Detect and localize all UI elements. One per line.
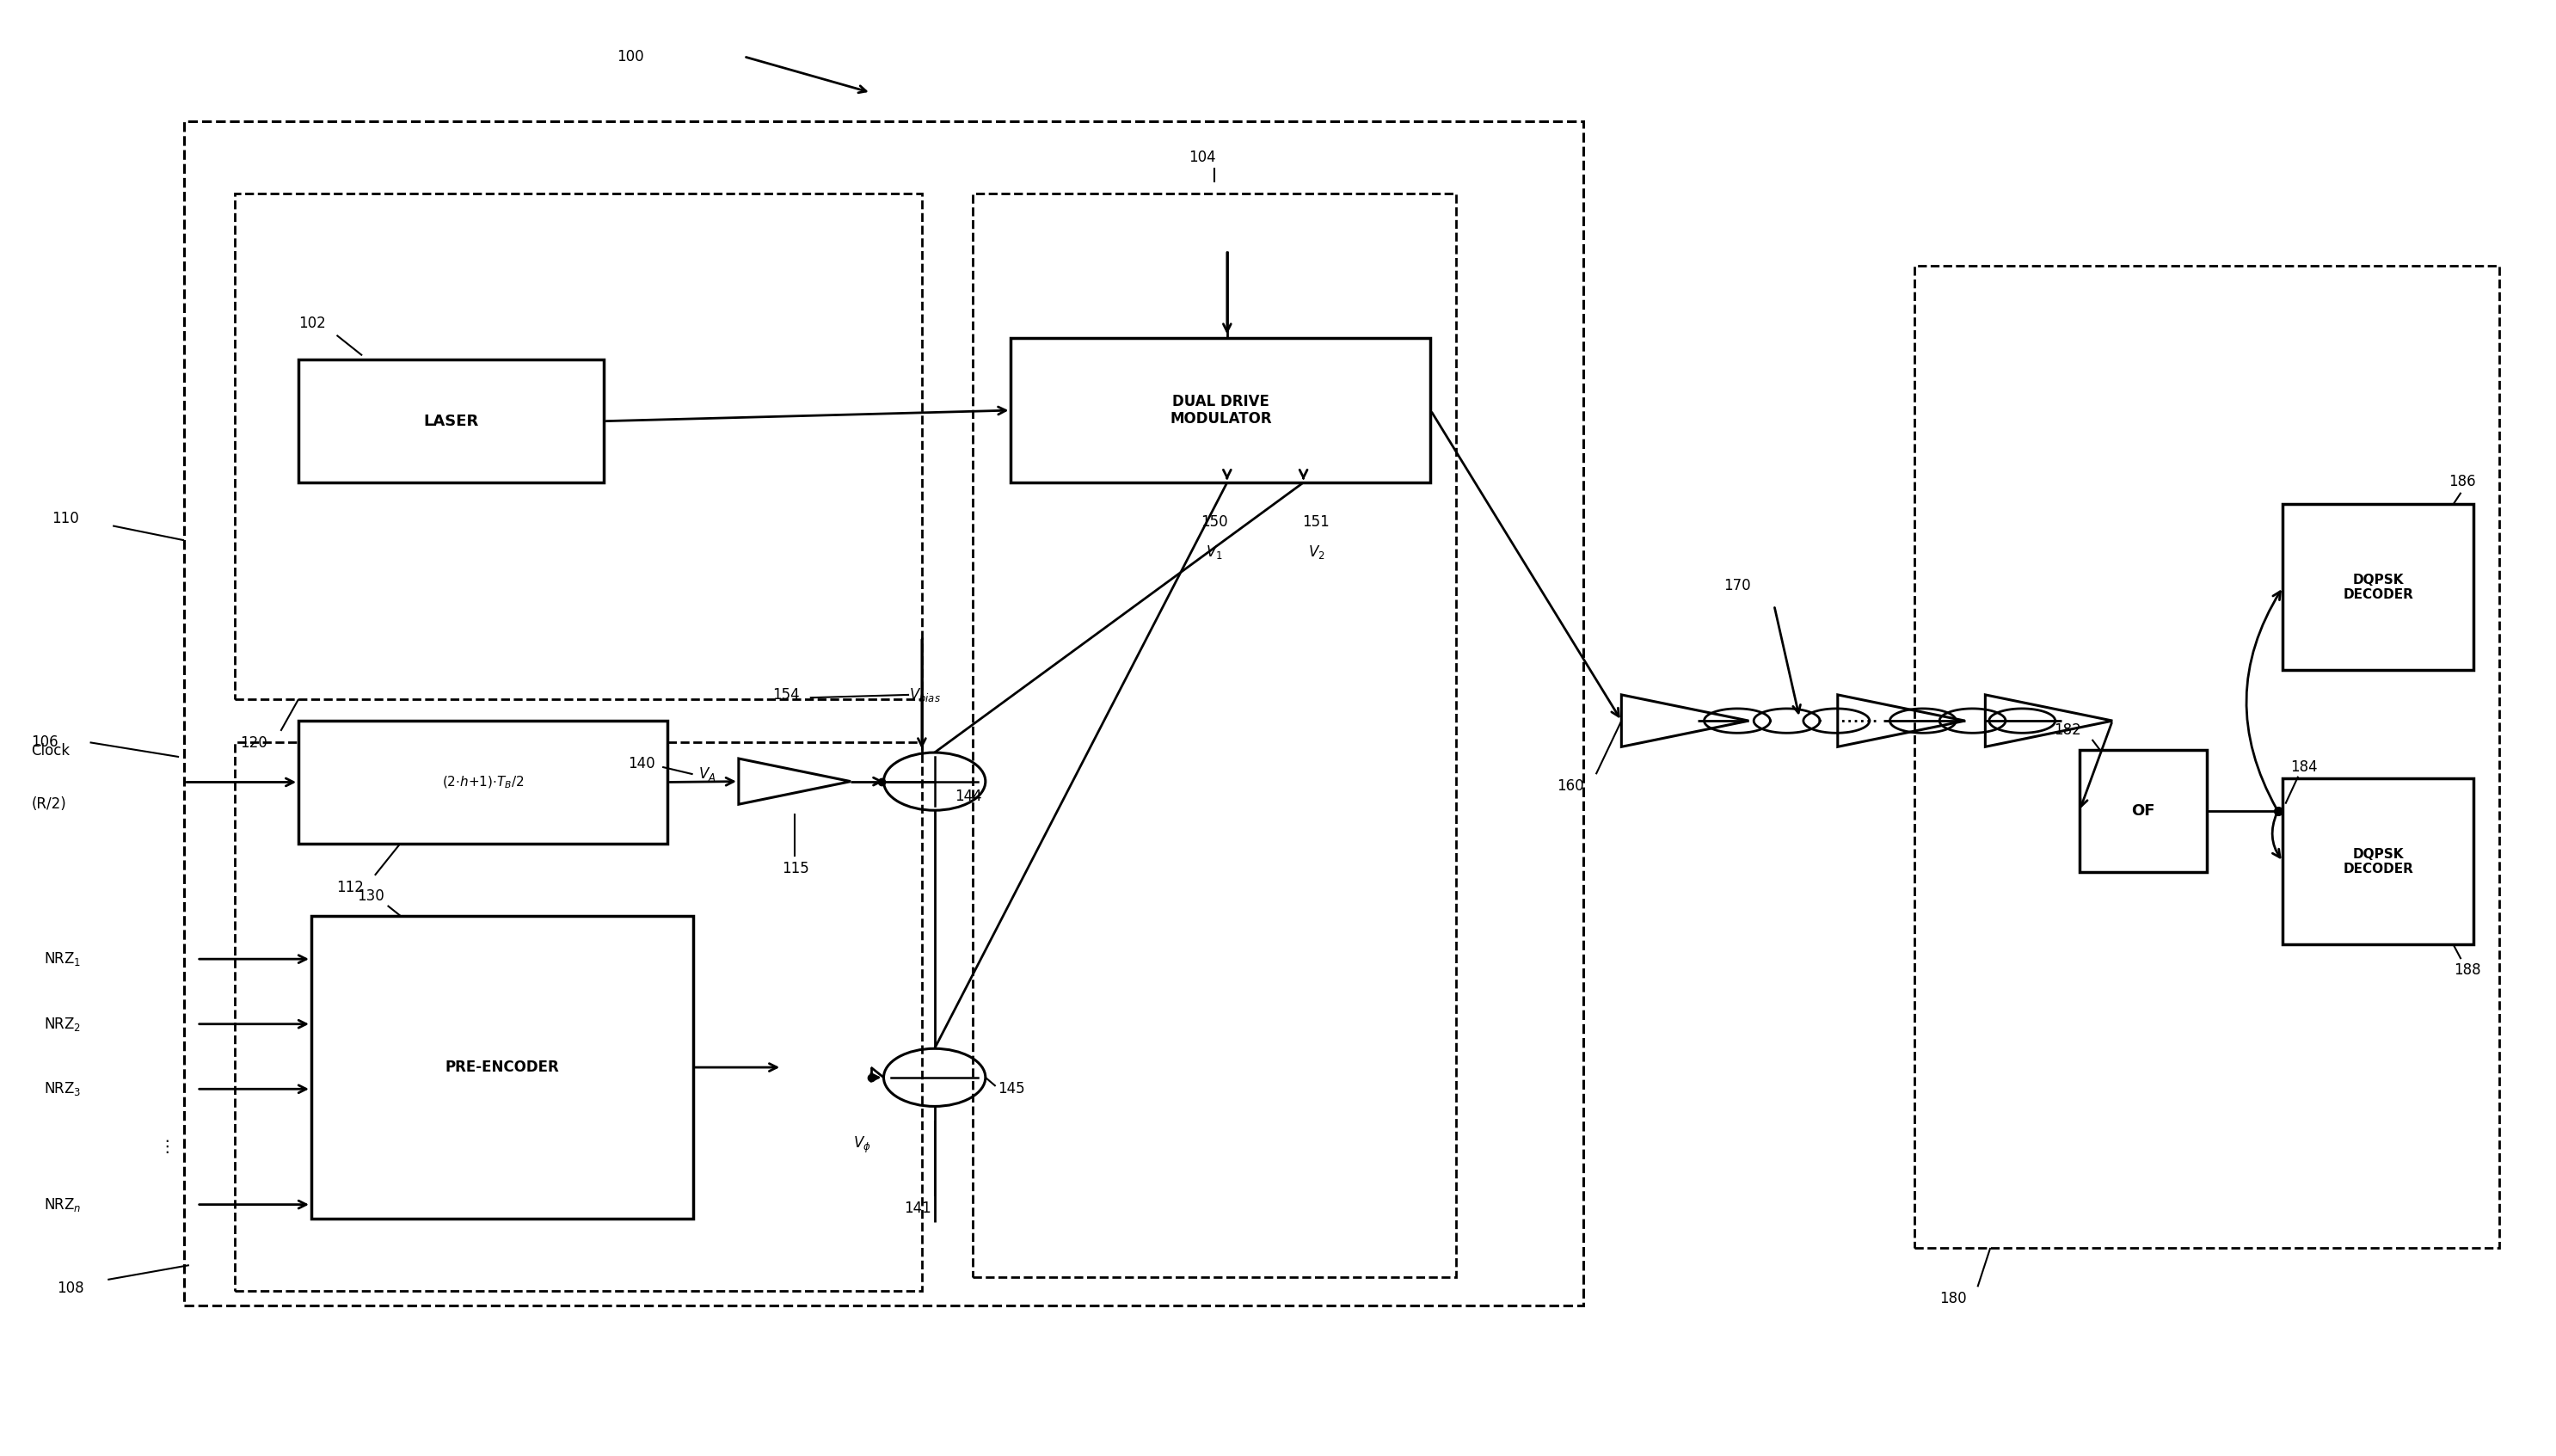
- Bar: [1010, 338, 1431, 482]
- Text: 145: 145: [999, 1082, 1025, 1096]
- Bar: [299, 721, 667, 843]
- Text: 106: 106: [31, 735, 59, 750]
- Text: 151: 151: [1304, 514, 1329, 530]
- Text: DQPSK
DECODER: DQPSK DECODER: [2344, 574, 2413, 601]
- Text: 140: 140: [629, 756, 654, 772]
- Text: 102: 102: [299, 316, 325, 331]
- Text: 115: 115: [782, 860, 810, 877]
- Text: $V_{bias}$: $V_{bias}$: [910, 686, 941, 703]
- Text: 144: 144: [956, 789, 982, 804]
- Text: 150: 150: [1201, 514, 1227, 530]
- Text: 120: 120: [240, 735, 268, 751]
- Text: LASER: LASER: [424, 414, 478, 430]
- Text: 160: 160: [1557, 779, 1585, 794]
- Text: $V_\phi$: $V_\phi$: [854, 1136, 872, 1155]
- Bar: [2283, 779, 2474, 945]
- Text: 188: 188: [2454, 962, 2479, 977]
- Bar: [184, 121, 1582, 1306]
- Text: NRZ$_n$: NRZ$_n$: [43, 1195, 82, 1213]
- Text: 100: 100: [616, 48, 644, 64]
- Text: 170: 170: [1723, 578, 1751, 594]
- Text: OF: OF: [2132, 804, 2155, 818]
- Text: NRZ$_2$: NRZ$_2$: [43, 1015, 82, 1032]
- Text: PRE-ENCODER: PRE-ENCODER: [445, 1060, 560, 1075]
- Text: 186: 186: [2449, 475, 2474, 489]
- Text: $\vdots$: $\vdots$: [158, 1139, 169, 1156]
- Text: Clock: Clock: [31, 743, 69, 759]
- Text: 184: 184: [2290, 760, 2318, 775]
- Text: (R/2): (R/2): [31, 796, 66, 811]
- Bar: [2283, 504, 2474, 670]
- Text: 182: 182: [2055, 722, 2081, 738]
- Text: 110: 110: [51, 511, 79, 527]
- Text: 154: 154: [772, 687, 800, 703]
- Bar: [2081, 750, 2206, 872]
- Text: NRZ$_1$: NRZ$_1$: [43, 951, 82, 968]
- Text: 108: 108: [56, 1281, 84, 1296]
- Bar: [235, 743, 923, 1291]
- Text: 141: 141: [905, 1200, 930, 1216]
- Text: DUAL DRIVE
MODULATOR: DUAL DRIVE MODULATOR: [1171, 393, 1273, 427]
- Text: DQPSK
DECODER: DQPSK DECODER: [2344, 847, 2413, 875]
- Bar: [235, 194, 923, 699]
- Text: 112: 112: [337, 879, 363, 895]
- Text: 104: 104: [1189, 150, 1217, 165]
- Bar: [312, 916, 693, 1219]
- Text: $(2{\cdot}h{+}1){\cdot}T_B/2$: $(2{\cdot}h{+}1){\cdot}T_B/2$: [442, 775, 524, 791]
- Bar: [299, 360, 603, 482]
- Text: $V_1$: $V_1$: [1206, 543, 1222, 561]
- Text: $V_A$: $V_A$: [698, 766, 716, 783]
- Bar: [974, 194, 1457, 1277]
- Text: 180: 180: [1940, 1291, 1966, 1306]
- Bar: [1914, 266, 2500, 1248]
- Text: 130: 130: [358, 888, 383, 904]
- Text: $V_2$: $V_2$: [1309, 543, 1324, 561]
- Text: NRZ$_3$: NRZ$_3$: [43, 1080, 82, 1098]
